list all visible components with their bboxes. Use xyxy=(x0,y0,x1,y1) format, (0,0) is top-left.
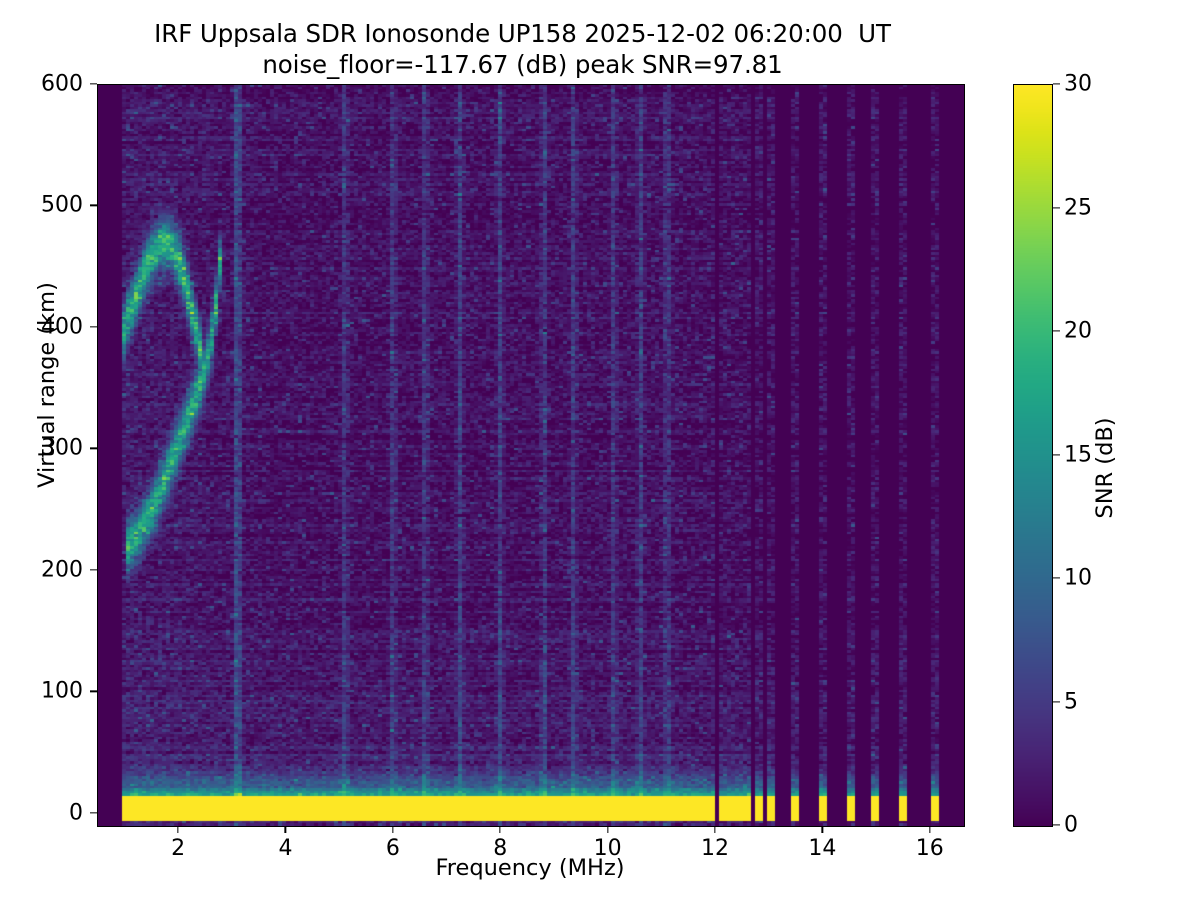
x-tick-label: 6 xyxy=(385,836,400,861)
colorbar-label: SNR (dB) xyxy=(1092,417,1118,519)
x-tick-label: 8 xyxy=(493,836,508,861)
colorbar-tick-label: 5 xyxy=(1064,689,1078,714)
x-tick-mark xyxy=(284,826,287,833)
x-tick-label: 12 xyxy=(700,836,729,861)
y-tick-label: 200 xyxy=(41,557,83,583)
ionogram-heatmap-canvas xyxy=(98,85,964,826)
y-tick-mark xyxy=(90,447,97,450)
colorbar-tick-mark xyxy=(1053,577,1060,579)
colorbar-tick-label: 20 xyxy=(1064,318,1092,344)
colorbar xyxy=(1013,84,1053,827)
x-tick-mark xyxy=(499,826,501,833)
y-tick-mark xyxy=(90,204,97,207)
y-tick-mark xyxy=(90,83,97,85)
colorbar-tick-label: 30 xyxy=(1064,71,1092,97)
y-tick-mark xyxy=(90,326,97,328)
y-tick-label: 400 xyxy=(41,314,83,340)
y-tick-label: 100 xyxy=(41,678,83,704)
x-tick-mark xyxy=(821,826,823,833)
x-tick-mark xyxy=(714,826,716,833)
x-tick-label: 10 xyxy=(593,836,622,861)
colorbar-gradient xyxy=(1014,85,1052,826)
colorbar-tick-mark xyxy=(1053,453,1060,456)
x-tick-label: 4 xyxy=(278,836,293,861)
x-axis-label: Frequency (MHz) xyxy=(435,855,625,881)
y-tick-mark xyxy=(90,569,97,571)
y-tick-mark xyxy=(90,690,97,693)
y-tick-label: 0 xyxy=(69,800,83,826)
x-tick-mark xyxy=(177,826,179,833)
colorbar-tick-mark xyxy=(1053,330,1060,332)
x-tick-label: 14 xyxy=(808,836,837,861)
colorbar-tick-mark xyxy=(1053,83,1060,85)
title-line-1: IRF Uppsala SDR Ionosonde UP158 2025-12-… xyxy=(154,19,891,48)
y-tick-label: 600 xyxy=(41,71,83,97)
colorbar-tick-mark xyxy=(1053,700,1060,703)
colorbar-tick-label: 25 xyxy=(1064,195,1092,220)
colorbar-tick-mark xyxy=(1053,824,1060,826)
y-axis-label: Virtual range (km) xyxy=(34,282,60,488)
colorbar-tick-mark xyxy=(1053,206,1060,209)
y-tick-label: 300 xyxy=(41,435,83,461)
x-tick-mark xyxy=(606,826,609,833)
figure-title: IRF Uppsala SDR Ionosonde UP158 2025-12-… xyxy=(0,18,1045,81)
colorbar-tick-label: 15 xyxy=(1064,442,1092,467)
x-tick-label: 2 xyxy=(171,836,186,861)
x-tick-label: 16 xyxy=(915,836,944,861)
x-tick-mark xyxy=(929,826,931,833)
x-tick-mark xyxy=(392,826,394,833)
y-tick-mark xyxy=(90,812,97,814)
y-tick-label: 500 xyxy=(41,192,83,218)
colorbar-tick-label: 0 xyxy=(1064,812,1078,838)
colorbar-tick-label: 10 xyxy=(1064,565,1092,591)
ionogram-plot-area xyxy=(97,84,965,827)
title-line-2: noise_floor=-117.67 (dB) peak SNR=97.81 xyxy=(262,50,783,80)
